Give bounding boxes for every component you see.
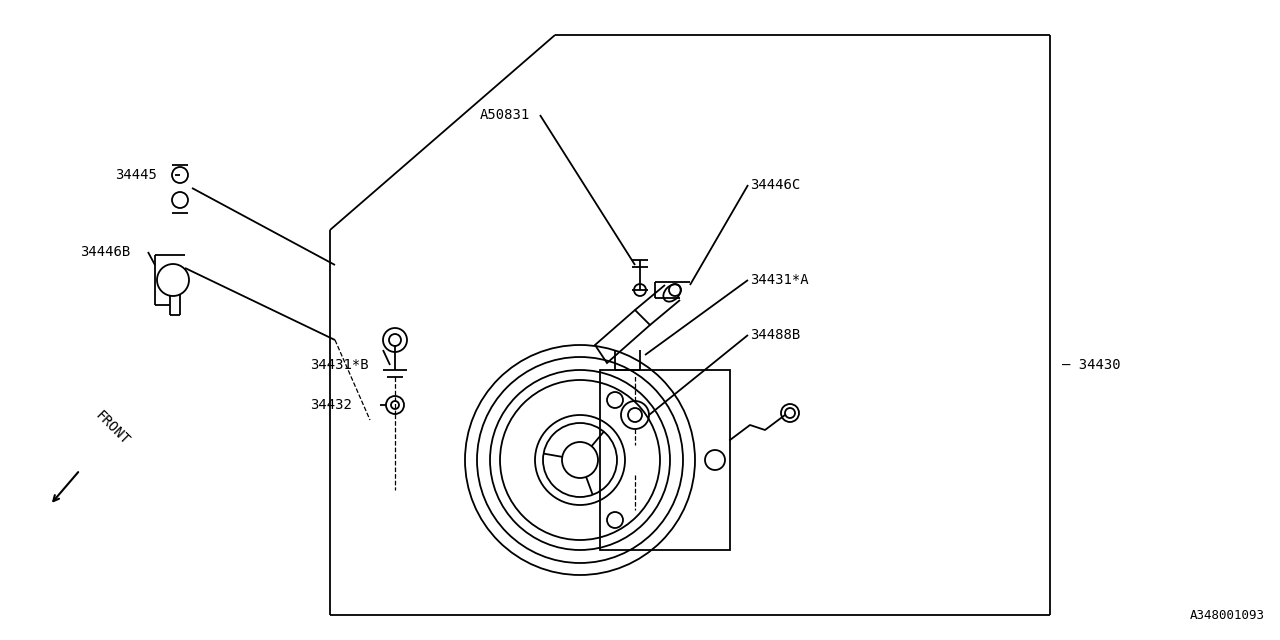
Text: 34445: 34445 (115, 168, 157, 182)
Text: 34488B: 34488B (750, 328, 800, 342)
Text: 34446B: 34446B (79, 245, 131, 259)
Text: A348001093: A348001093 (1190, 609, 1265, 622)
Text: 34431*B: 34431*B (310, 358, 369, 372)
Text: 34446C: 34446C (750, 178, 800, 192)
Text: — 34430: — 34430 (1062, 358, 1120, 372)
Text: FRONT: FRONT (92, 408, 132, 448)
Text: 34431*A: 34431*A (750, 273, 809, 287)
Text: 34432: 34432 (310, 398, 352, 412)
Text: A50831: A50831 (480, 108, 530, 122)
